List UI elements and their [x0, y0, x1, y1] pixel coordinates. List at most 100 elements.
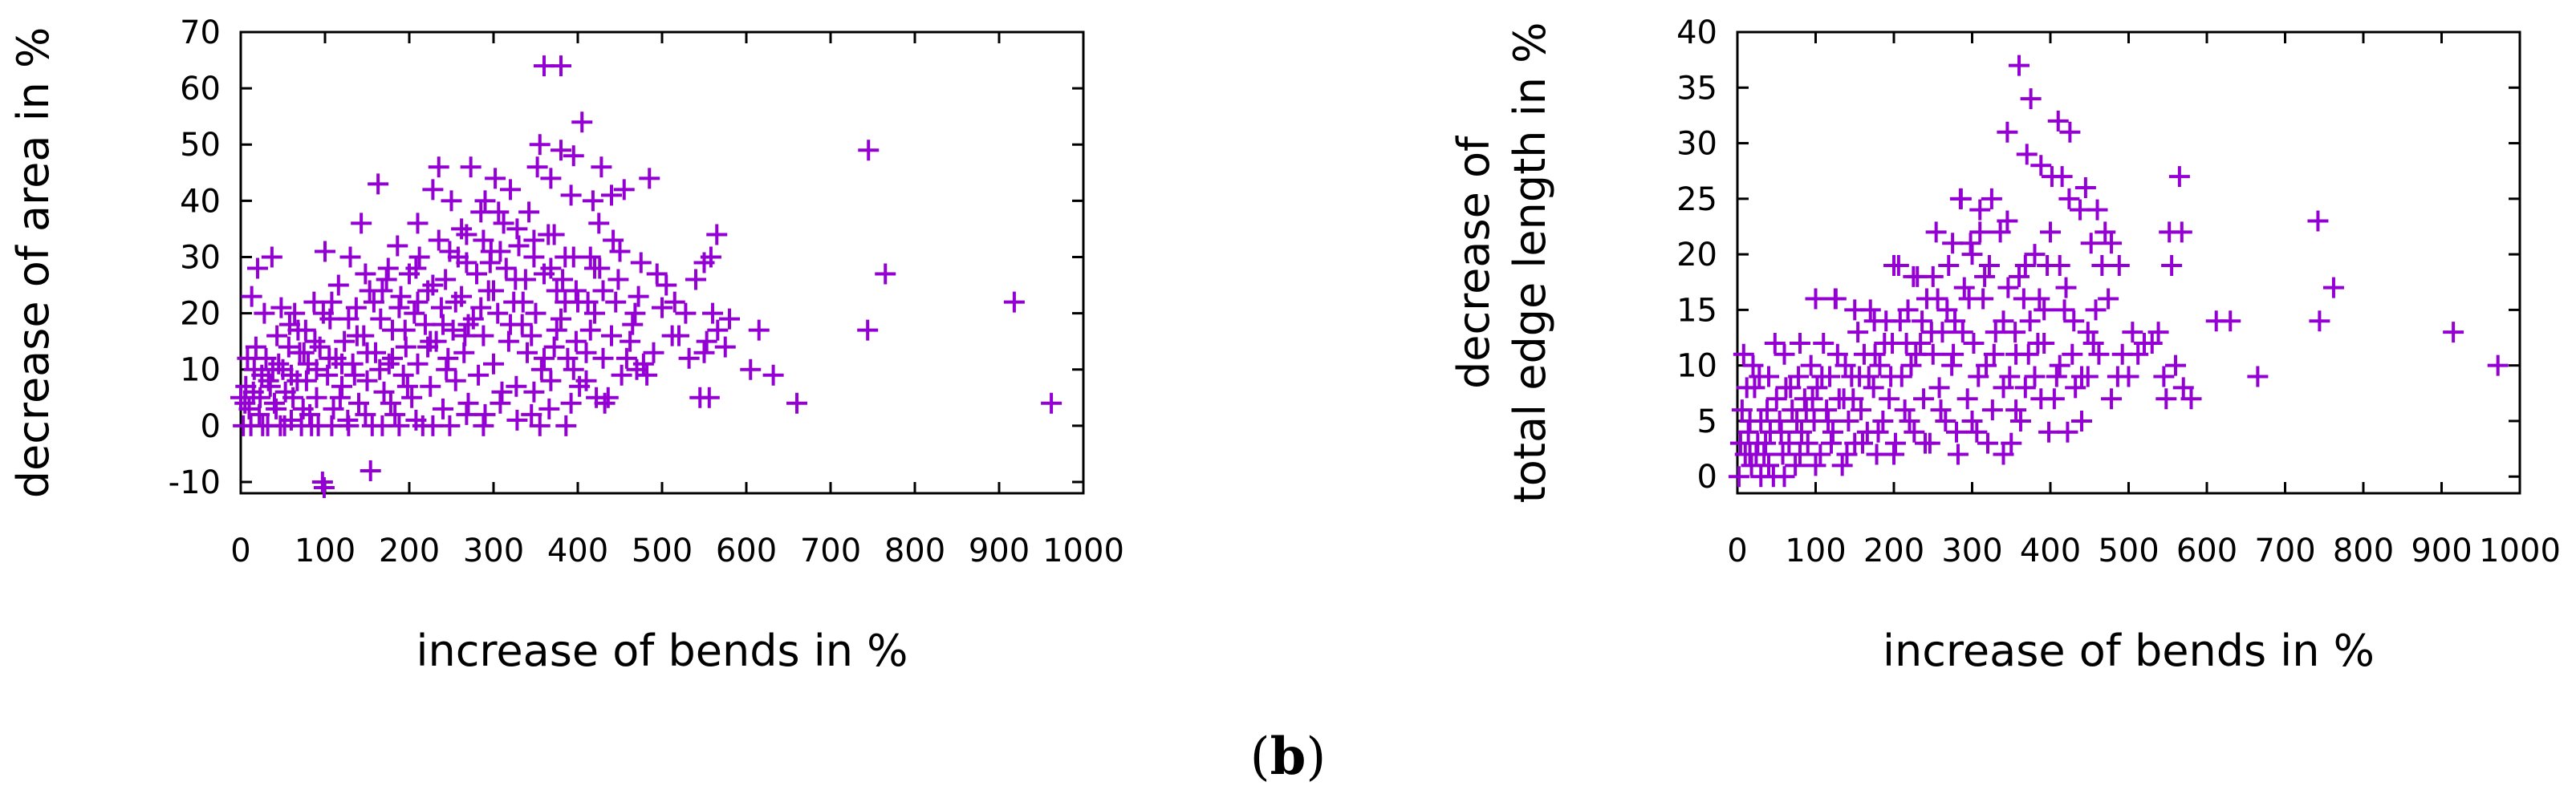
data-point: [858, 140, 880, 161]
data-point: [540, 370, 562, 391]
data-point: [407, 353, 429, 375]
data-point: [1797, 432, 1818, 454]
y-tick-label: 0: [1697, 459, 1717, 496]
data-point: [2034, 299, 2055, 321]
data-point: [495, 257, 517, 279]
data-point: [594, 392, 616, 414]
data-point: [1864, 343, 1886, 365]
data-point: [388, 415, 410, 436]
data-point: [266, 325, 288, 346]
data-point: [622, 314, 644, 335]
data-point: [442, 319, 464, 341]
data-point: [284, 302, 306, 324]
data-point: [696, 330, 717, 352]
data-point: [2051, 166, 2073, 188]
data-point: [2147, 322, 2169, 343]
data-point: [1915, 432, 1936, 454]
data-point: [304, 330, 326, 352]
data-point: [388, 297, 410, 318]
data-point: [1755, 432, 1777, 454]
data-point: [605, 291, 627, 313]
data-point: [565, 330, 587, 352]
x-tick-label: 200: [379, 533, 440, 569]
data-point: [1739, 410, 1761, 431]
data-point: [2038, 421, 2060, 443]
data-point: [1785, 455, 1806, 476]
data-point: [491, 381, 513, 403]
y-tick-label: 20: [1676, 237, 1717, 273]
data-point: [1765, 388, 1787, 410]
data-point: [370, 308, 392, 330]
data-point: [551, 308, 571, 330]
data-point: [2101, 233, 2123, 254]
data-point: [630, 252, 652, 273]
data-point: [525, 302, 546, 324]
data-point: [405, 409, 427, 431]
data-point: [309, 336, 331, 358]
data-point: [1844, 299, 1866, 321]
data-point: [560, 392, 582, 414]
data-point: [2057, 421, 2078, 443]
data-point: [306, 359, 327, 380]
data-point: [460, 156, 481, 178]
data-point: [563, 145, 584, 167]
data-point: [1977, 432, 1998, 454]
data-point: [609, 241, 631, 262]
data-point: [1978, 254, 2000, 276]
data-point: [346, 325, 368, 346]
data-point: [613, 179, 635, 201]
y-tick-label: 30: [180, 239, 221, 276]
data-point: [1833, 388, 1855, 410]
data-point: [1774, 466, 1795, 488]
data-point: [1949, 188, 1971, 209]
data-point: [693, 252, 715, 273]
data-point: [2247, 366, 2269, 387]
data-point: [483, 280, 504, 302]
data-point: [414, 314, 436, 335]
data-point: [456, 403, 477, 425]
data-point: [577, 291, 599, 313]
data-point: [445, 370, 466, 391]
x-tick-label: 400: [2020, 533, 2081, 569]
data-point: [1780, 377, 1802, 399]
data-point: [245, 336, 266, 358]
data-point: [2095, 221, 2116, 243]
data-point: [508, 235, 530, 257]
data-point: [490, 241, 511, 262]
data-point: [356, 342, 378, 363]
scatter-panel-edge-length: 0 100 200 300 400 500 600 700 800 900 1000 0 5 10 15 20…: [1448, 14, 2561, 676]
data-point: [1935, 410, 1956, 431]
data-point: [327, 274, 349, 296]
data-point: [378, 353, 400, 375]
data-point: [394, 319, 416, 341]
data-point: [1852, 432, 1873, 454]
data-point: [473, 229, 494, 251]
data-point: [571, 111, 593, 133]
data-point: [685, 269, 706, 290]
data-point: [299, 403, 321, 425]
data-point: [2307, 210, 2329, 232]
data-point: [1758, 455, 1779, 476]
data-point: [1788, 366, 1810, 387]
data-point: [2040, 221, 2061, 243]
data-point: [1041, 392, 1062, 414]
data-point: [1974, 265, 1996, 287]
data-point: [417, 280, 439, 302]
data-point: [1805, 455, 1826, 476]
data-point: [506, 218, 528, 240]
data-point: [1826, 343, 1848, 365]
data-point: [740, 359, 762, 380]
data-point: [331, 375, 352, 397]
data-point: [543, 336, 565, 358]
data-point: [1757, 399, 1778, 421]
data-point: [2020, 88, 2042, 110]
data-point: [2027, 332, 2049, 354]
data-point: [251, 364, 273, 386]
data-point: [2019, 310, 2041, 332]
data-point: [1805, 288, 1826, 310]
data-point: [428, 229, 449, 251]
data-point: [264, 392, 285, 414]
data-point: [616, 347, 637, 369]
data-point: [1912, 310, 1933, 332]
data-point: [589, 257, 611, 279]
